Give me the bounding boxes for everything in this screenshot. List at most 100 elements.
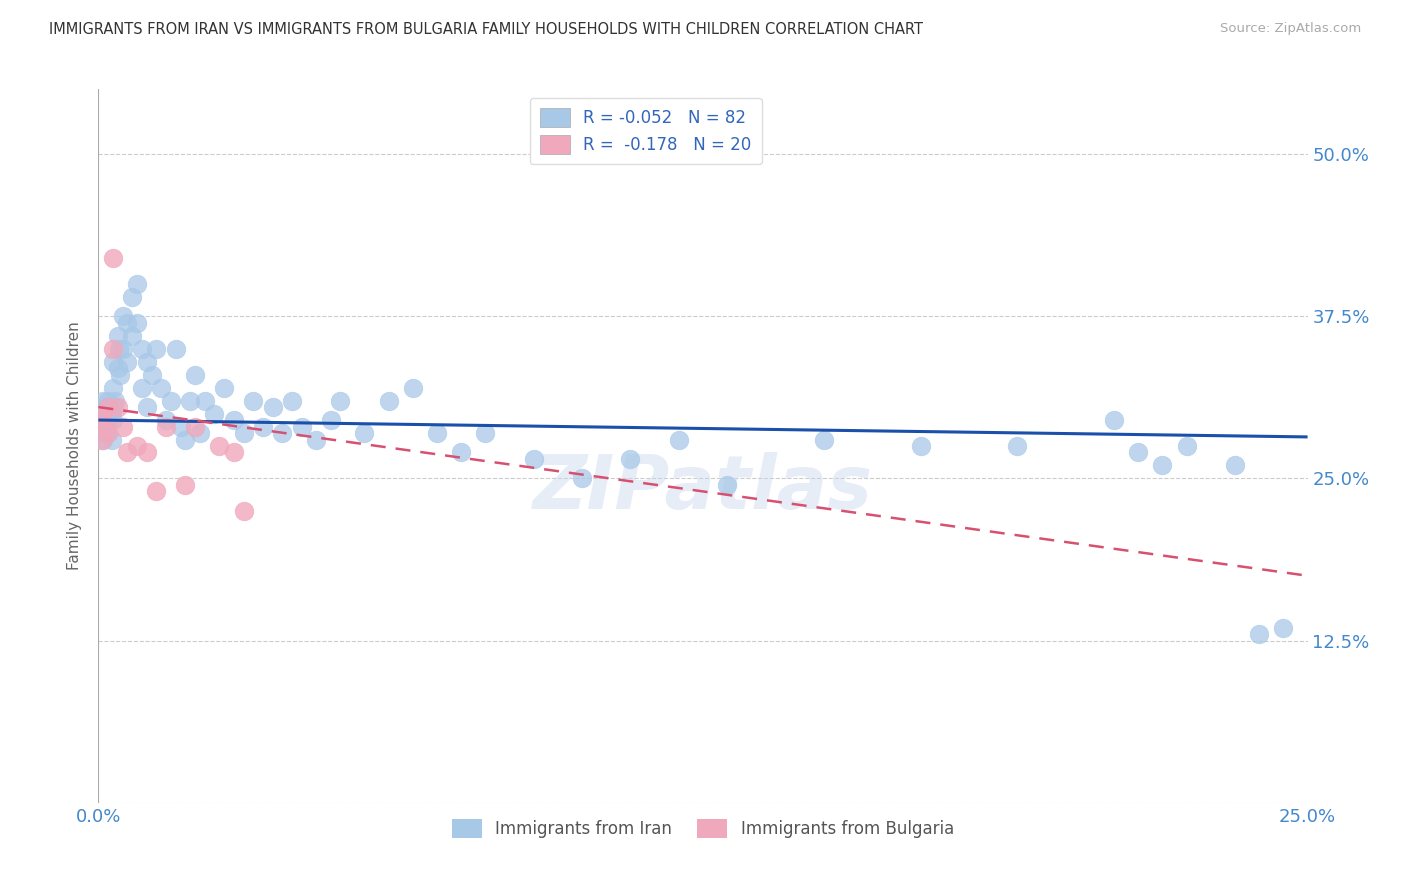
Point bbox=[103, 400, 125, 414]
Point bbox=[252, 419, 274, 434]
Point bbox=[160, 393, 183, 408]
Point bbox=[169, 419, 191, 434]
Point bbox=[107, 328, 129, 343]
Point bbox=[121, 290, 143, 304]
Point bbox=[165, 342, 187, 356]
Point bbox=[150, 381, 173, 395]
Point bbox=[155, 413, 177, 427]
Point bbox=[329, 393, 352, 408]
Point bbox=[174, 433, 197, 447]
Point bbox=[716, 478, 738, 492]
Point bbox=[222, 445, 245, 459]
Point bbox=[111, 342, 134, 356]
Point bbox=[93, 407, 115, 421]
Point bbox=[1102, 413, 1125, 427]
Point bbox=[117, 445, 139, 459]
Point bbox=[188, 425, 211, 440]
Point bbox=[98, 400, 121, 414]
Point bbox=[179, 393, 201, 408]
Point bbox=[402, 381, 425, 395]
Point bbox=[135, 354, 157, 368]
Point bbox=[90, 407, 112, 421]
Point bbox=[91, 407, 114, 421]
Point bbox=[184, 368, 207, 382]
Point bbox=[281, 393, 304, 408]
Point bbox=[111, 310, 134, 324]
Point bbox=[523, 452, 546, 467]
Point bbox=[262, 400, 284, 414]
Point bbox=[305, 433, 328, 447]
Text: ZIPatlas: ZIPatlas bbox=[533, 452, 873, 525]
Legend: Immigrants from Iran, Immigrants from Bulgaria: Immigrants from Iran, Immigrants from Bu… bbox=[446, 812, 960, 845]
Point bbox=[141, 368, 163, 382]
Point bbox=[184, 419, 207, 434]
Point bbox=[107, 342, 129, 356]
Point bbox=[319, 413, 342, 427]
Point bbox=[101, 354, 124, 368]
Point bbox=[450, 445, 472, 459]
Text: Source: ZipAtlas.com: Source: ZipAtlas.com bbox=[1220, 22, 1361, 36]
Point bbox=[222, 413, 245, 427]
Point bbox=[101, 413, 124, 427]
Point bbox=[131, 381, 153, 395]
Point bbox=[93, 413, 115, 427]
Point bbox=[111, 419, 134, 434]
Point bbox=[131, 342, 153, 356]
Point bbox=[174, 478, 197, 492]
Point bbox=[100, 407, 122, 421]
Point bbox=[97, 393, 120, 408]
Point bbox=[194, 393, 217, 408]
Point bbox=[145, 342, 167, 356]
Y-axis label: Family Households with Children: Family Households with Children bbox=[67, 322, 83, 570]
Point bbox=[1007, 439, 1029, 453]
Point bbox=[619, 452, 641, 467]
Point bbox=[353, 425, 375, 440]
Point bbox=[127, 439, 149, 453]
Point bbox=[1249, 627, 1271, 641]
Point bbox=[155, 419, 177, 434]
Point bbox=[474, 425, 496, 440]
Point bbox=[91, 413, 114, 427]
Point bbox=[813, 433, 835, 447]
Point bbox=[271, 425, 294, 440]
Point bbox=[212, 381, 235, 395]
Point bbox=[108, 368, 131, 382]
Point bbox=[107, 400, 129, 414]
Point bbox=[97, 407, 120, 421]
Point bbox=[668, 433, 690, 447]
Point bbox=[910, 439, 932, 453]
Point bbox=[91, 393, 114, 408]
Point bbox=[204, 407, 226, 421]
Point bbox=[135, 445, 157, 459]
Point bbox=[127, 316, 149, 330]
Point bbox=[290, 419, 312, 434]
Point bbox=[232, 425, 254, 440]
Point bbox=[94, 425, 117, 440]
Point bbox=[208, 439, 231, 453]
Text: IMMIGRANTS FROM IRAN VS IMMIGRANTS FROM BULGARIA FAMILY HOUSEHOLDS WITH CHILDREN: IMMIGRANTS FROM IRAN VS IMMIGRANTS FROM … bbox=[49, 22, 924, 37]
Point bbox=[97, 425, 120, 440]
Point bbox=[127, 277, 149, 291]
Point bbox=[242, 393, 264, 408]
Point bbox=[1223, 458, 1246, 473]
Point bbox=[97, 413, 120, 427]
Point bbox=[135, 400, 157, 414]
Point bbox=[1128, 445, 1150, 459]
Point bbox=[101, 433, 124, 447]
Point bbox=[1272, 621, 1295, 635]
Point bbox=[94, 419, 117, 434]
Point bbox=[117, 316, 139, 330]
Point bbox=[1175, 439, 1198, 453]
Point bbox=[107, 361, 129, 376]
Point bbox=[91, 433, 114, 447]
Point bbox=[101, 381, 124, 395]
Point bbox=[145, 484, 167, 499]
Point bbox=[571, 471, 593, 485]
Point bbox=[96, 413, 118, 427]
Point bbox=[101, 251, 124, 265]
Point bbox=[97, 400, 120, 414]
Point bbox=[91, 433, 114, 447]
Point bbox=[101, 342, 124, 356]
Point bbox=[91, 413, 114, 427]
Point bbox=[121, 328, 143, 343]
